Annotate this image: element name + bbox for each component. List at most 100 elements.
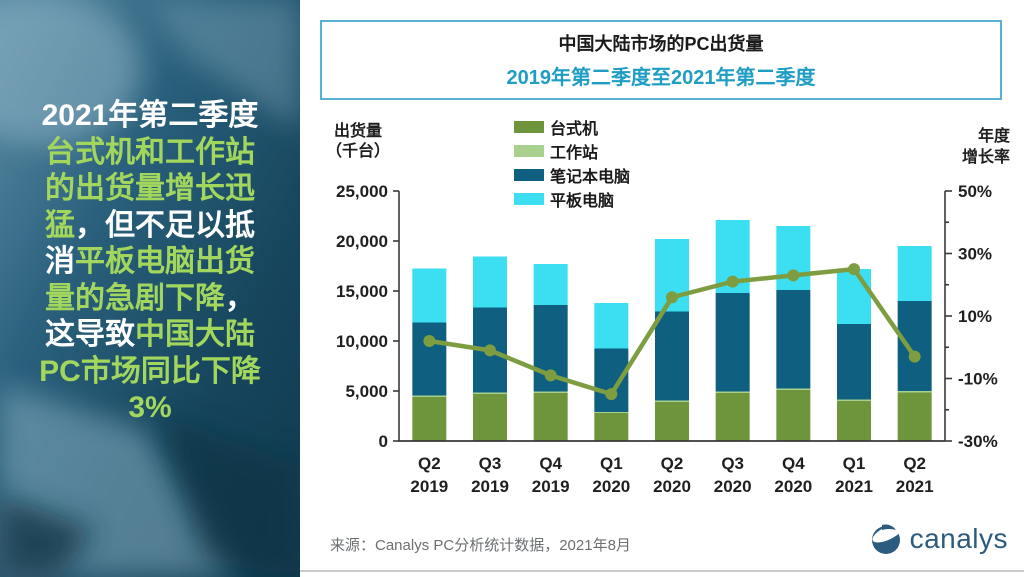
x-axis-label-quarter: Q3: [721, 454, 744, 473]
caption-line: 量的急剧下降，: [0, 281, 300, 318]
bar-segment-workstation: [473, 392, 507, 394]
x-axis-label-quarter: Q2: [418, 454, 441, 473]
right-axis-title-line1: 年度: [977, 128, 1010, 145]
bar-segment-desktop: [897, 392, 932, 441]
legend-item-notebook: 笔记本电脑: [514, 163, 630, 187]
chart-title: 中国大陆市场的PC出货量: [558, 34, 764, 54]
growth-line-marker: [908, 350, 921, 363]
bar-segment-workstation: [897, 391, 932, 393]
bar-segment-tablet: [473, 256, 507, 308]
legend-label-tablet: 平板电脑: [550, 193, 615, 210]
x-axis-label-year: 2020: [653, 477, 691, 496]
bar-segment-tablet: [594, 303, 629, 349]
bar-segment-notebook: [897, 301, 932, 391]
bar-segment-notebook: [776, 290, 811, 389]
caption-segment: 3%: [128, 391, 172, 424]
bar-segment-desktop: [533, 393, 568, 441]
canalys-logo-text: canalys: [909, 523, 1008, 554]
caption-segment: 平板电脑出货: [75, 245, 255, 278]
x-axis-label-year: 2019: [410, 477, 448, 496]
right-axis-tick-label: 50%: [958, 182, 992, 201]
caption-line: 3%: [0, 390, 300, 427]
bar-segment-tablet: [412, 268, 447, 323]
growth-line-marker: [848, 263, 860, 276]
left-axis-tick-label: 25,000: [336, 182, 388, 201]
legend-item-workstation: 工作站: [514, 139, 630, 163]
bar-segment-desktop: [412, 397, 447, 441]
caption-line: 猛，但不足以抵: [0, 208, 300, 245]
caption-segment: 猛: [45, 208, 75, 242]
growth-line-marker: [726, 275, 739, 288]
bar-segment-workstation: [533, 391, 568, 393]
bar-segment-workstation: [837, 399, 871, 401]
caption-segment: 消: [45, 245, 75, 278]
caption-segment: ，: [225, 281, 255, 315]
bar-segment-tablet: [837, 269, 871, 324]
chart-panel: 中国大陆市场的PC出货量 2019年第二季度至2021年第二季度 出货量 （千台…: [300, 0, 1024, 577]
x-axis-label-year: 2020: [714, 477, 752, 496]
bar-segment-workstation: [412, 395, 447, 397]
legend-item-tablet: 平板电脑: [514, 187, 630, 211]
x-axis-label-year: 2020: [592, 477, 630, 496]
legend-label-notebook: 笔记本电脑: [550, 169, 631, 186]
chart-subtitle: 2019年第二季度至2021年第二季度: [506, 67, 816, 89]
x-axis-label-year: 2021: [896, 477, 934, 496]
legend-label-workstation: 工作站: [550, 145, 599, 162]
legend-swatch-tablet: [514, 193, 544, 205]
legend-swatch-notebook: [514, 169, 544, 181]
right-axis-tick-label: 10%: [958, 307, 992, 326]
source-note: 来源：Canalys PC分析统计数据，2021年8月: [330, 537, 631, 554]
growth-line-marker: [484, 344, 496, 357]
bar-segment-desktop: [473, 394, 507, 441]
sidebar-photo-panel: 2021年第二季度 台式机和工作站 的出货量增长迅 猛，但不足以抵 消平板电脑出货 量的急…: [0, 0, 300, 577]
x-axis-label-quarter: Q2: [903, 454, 926, 473]
bar-segment-tablet: [533, 264, 568, 305]
bar-segment-desktop: [594, 413, 629, 441]
bar-segment-workstation: [594, 412, 629, 413]
left-axis-tick-label: 5,000: [345, 382, 388, 401]
growth-line-marker: [544, 369, 557, 382]
caption-line: 这导致中国大陆: [0, 317, 300, 354]
chart-plot: 0 5,000 10,000 15,000 20,000 25,000 -30% -10% 10…: [336, 182, 998, 496]
bar-segment-desktop: [715, 393, 750, 441]
x-axis-label-quarter: Q4: [539, 454, 562, 473]
caption-line: 2021年第二季度: [0, 98, 300, 135]
x-axis-label-quarter: Q1: [843, 454, 866, 473]
bar-segment-workstation: [715, 391, 750, 393]
bar-segment-notebook: [594, 348, 629, 412]
bar-segment-workstation: [655, 400, 689, 402]
legend-item-desktop: 台式机: [514, 115, 630, 139]
left-axis-tick-label: 15,000: [336, 282, 388, 301]
bar-segment-notebook: [837, 324, 871, 400]
x-axis-label-quarter: Q3: [479, 454, 502, 473]
caption-segment: 量的急剧下降: [45, 281, 225, 315]
canalys-logo-icon: [871, 523, 903, 554]
growth-line-marker: [666, 291, 678, 304]
bar-segment-desktop: [655, 402, 689, 441]
x-axis-label-year: 2019: [532, 477, 570, 496]
chart-legend: 台式机工作站笔记本电脑平板电脑: [514, 115, 630, 211]
caption-segment: 的出货量增长迅: [45, 172, 255, 205]
right-axis-title-line2: 增长率: [961, 149, 1010, 166]
caption-line: PC市场同比下降: [0, 354, 300, 391]
caption-segment: 中国大陆: [135, 318, 255, 351]
right-axis-tick-label: -10%: [958, 370, 998, 389]
left-axis-title: 出货量 （千台）: [320, 122, 396, 162]
caption-line: 的出货量增长迅: [0, 171, 300, 208]
growth-line-marker: [787, 269, 800, 282]
legend-swatch-workstation: [514, 145, 544, 157]
legend-swatch-desktop: [514, 121, 544, 133]
left-axis-tick-label: 10,000: [336, 332, 388, 351]
caption-line: 台式机和工作站: [0, 135, 300, 172]
right-axis-tick-label: -30%: [958, 432, 998, 451]
left-axis-title-line2: （千台）: [325, 143, 390, 160]
bar-segment-notebook: [715, 293, 750, 392]
caption-line: 消平板电脑出货: [0, 244, 300, 281]
x-axis-label-quarter: Q4: [782, 454, 805, 473]
left-axis-tick-label: 0: [379, 432, 388, 451]
caption-segment: PC市场同比下降: [39, 354, 261, 388]
left-axis-title-line1: 出货量: [333, 123, 382, 140]
right-axis-tick-label: 30%: [958, 245, 992, 264]
bar-segment-tablet: [897, 246, 932, 301]
